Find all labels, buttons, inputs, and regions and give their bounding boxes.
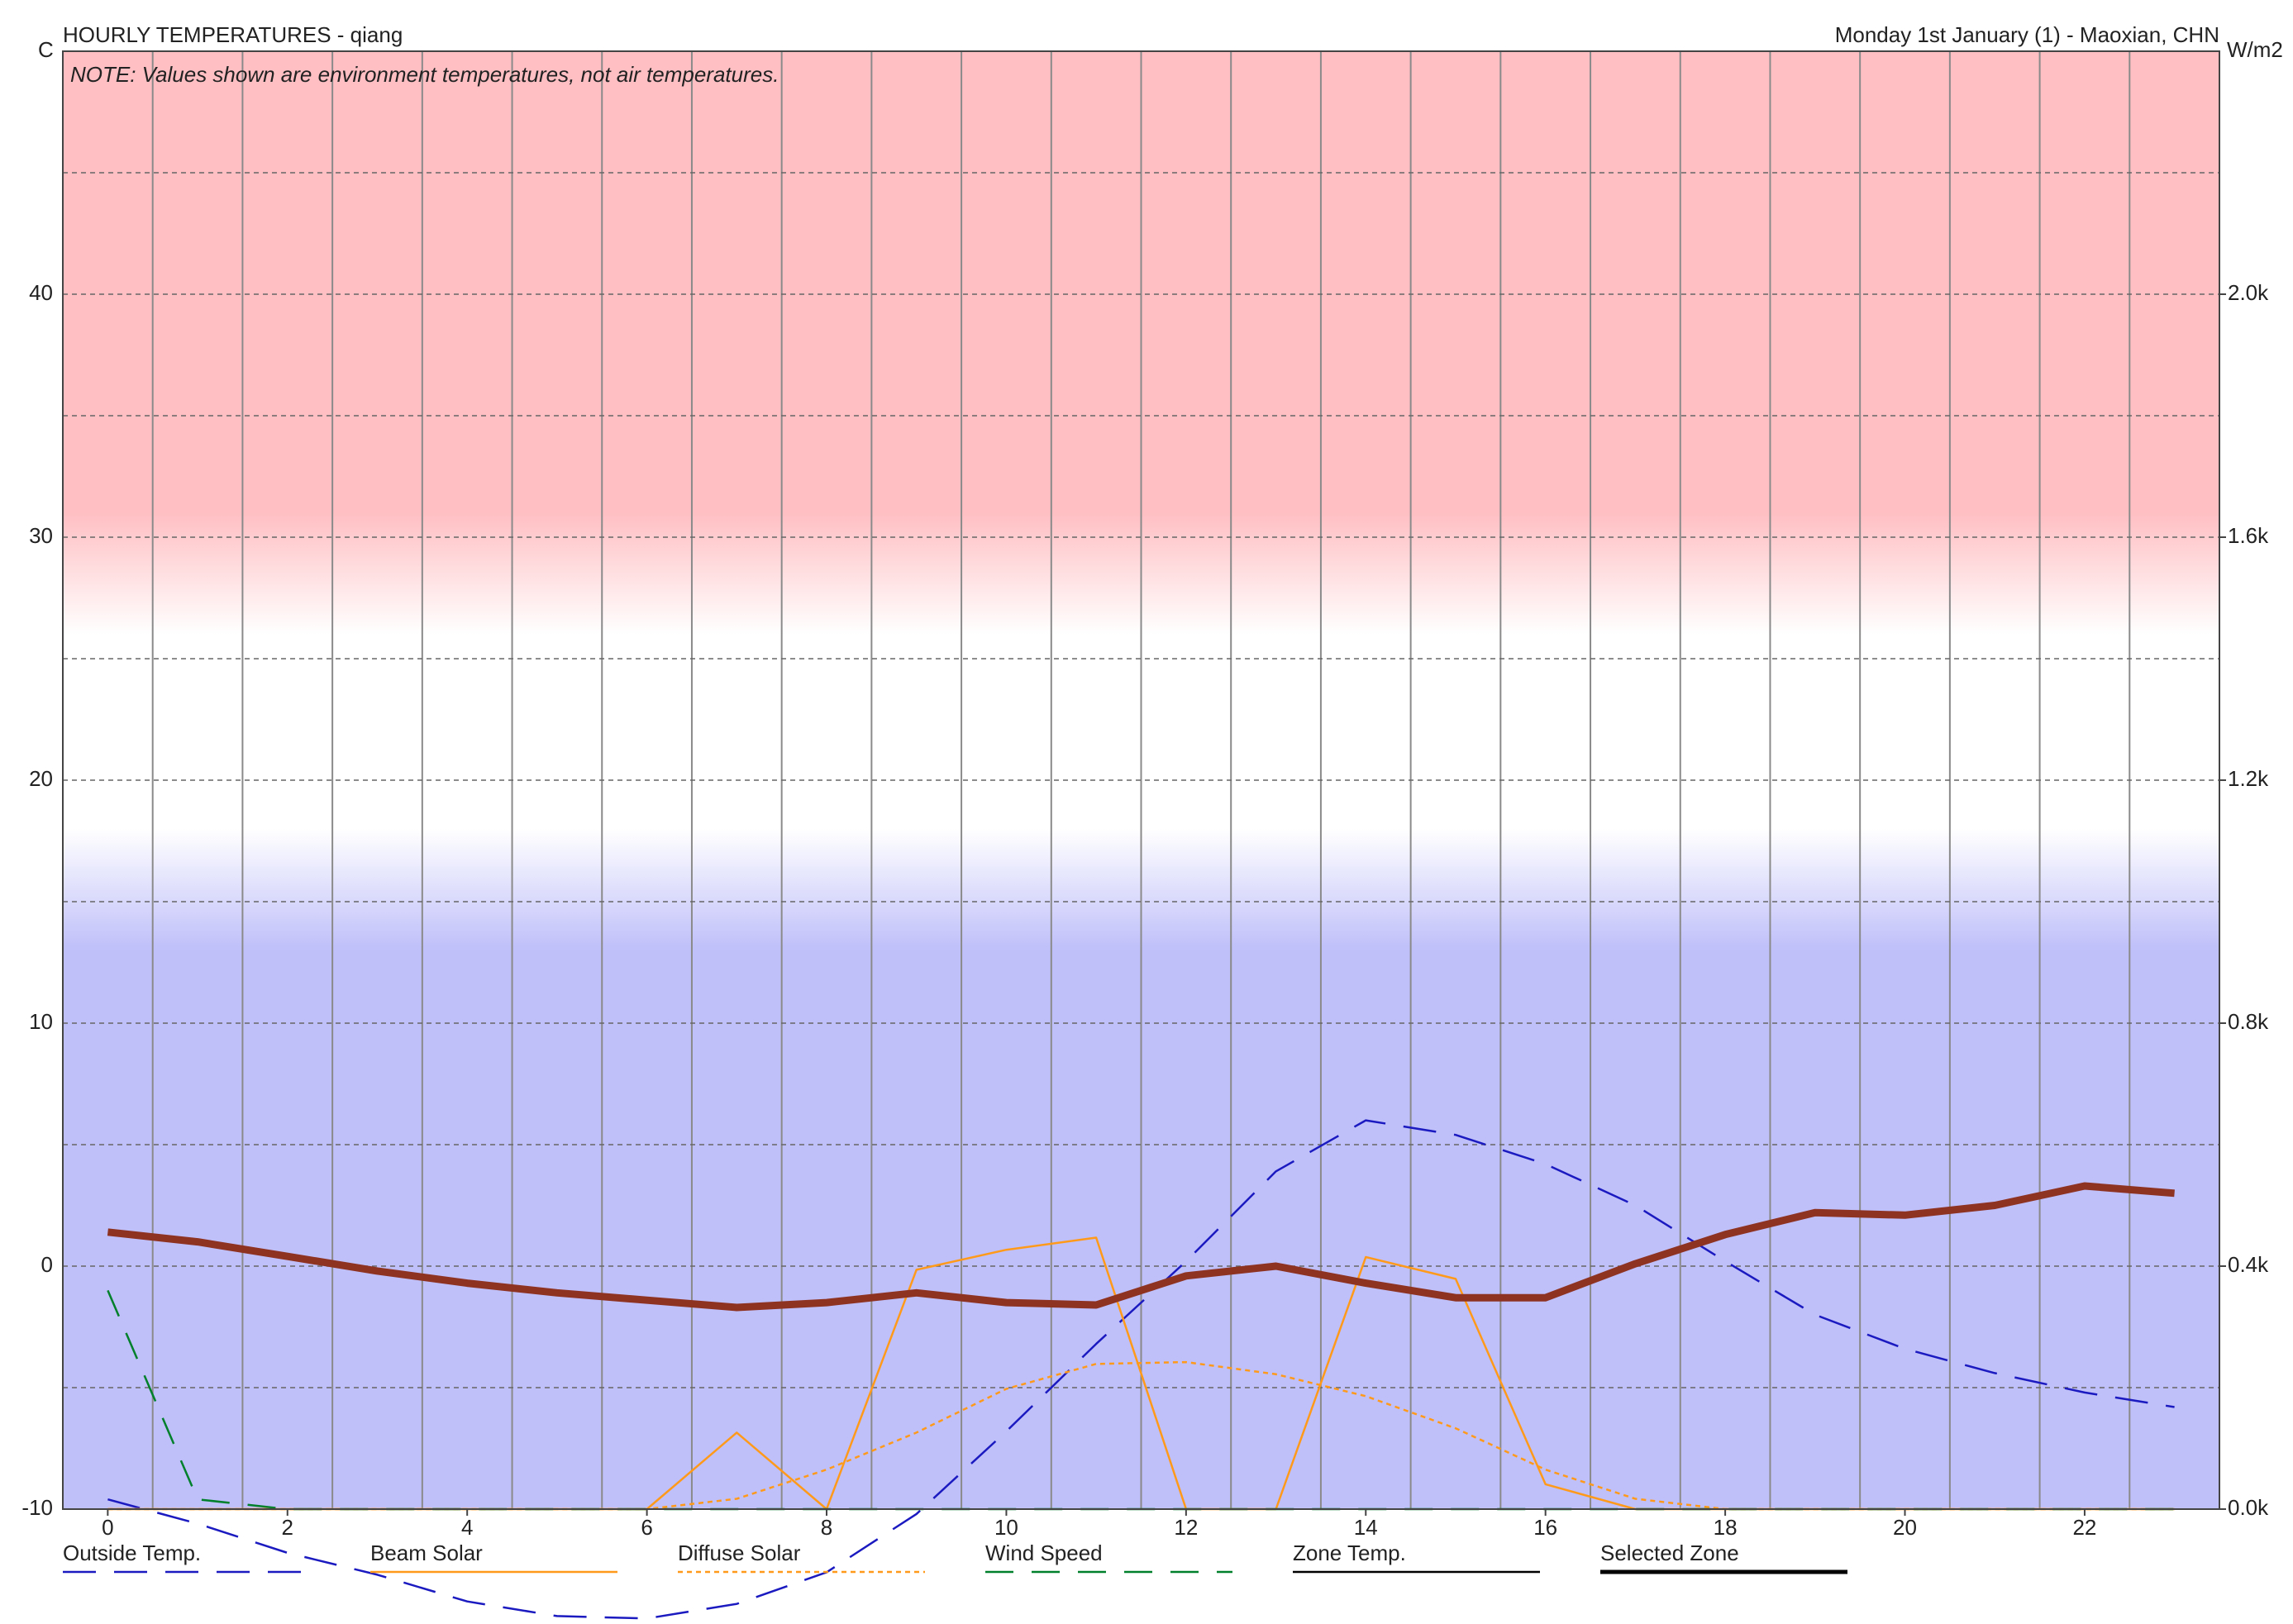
series-line [107,1182,2175,1312]
legend-label: Beam Solar [370,1541,483,1565]
x-tick-label: 0 [102,1515,113,1540]
y-tick-label: 20 [29,766,53,791]
x-tick-label: 12 [1174,1515,1198,1540]
legend-label: Zone Temp. [1293,1541,1406,1565]
legend-label: Selected Zone [1600,1541,1739,1565]
y-tick-label: 10 [29,1009,53,1034]
x-tick-label: 4 [461,1515,473,1540]
y2-tick-label: 1.6k [2228,523,2269,548]
grid [63,51,2219,1510]
x-tick-label: 10 [994,1515,1018,1540]
x-tick-label: 16 [1533,1515,1557,1540]
y2-axis-label: W/m2 [2227,37,2283,62]
y-tick-label: 0 [41,1252,53,1277]
x-tick-label: 2 [282,1515,293,1540]
y-axis-label: C [38,37,54,62]
x-tick-label: 20 [1893,1515,1917,1540]
y2-tick-label: 0.8k [2228,1009,2269,1034]
x-tick-label: 18 [1714,1515,1738,1540]
x-tick-label: 14 [1354,1515,1378,1540]
y2-tick-label: 1.2k [2228,766,2269,791]
chart-subtitle: Monday 1st January (1) - Maoxian, CHN [1835,22,2219,47]
note: NOTE: Values shown are environment tempe… [70,62,779,87]
legend-label: Outside Temp. [63,1541,201,1565]
x-tick-label: 6 [641,1515,652,1540]
y2-tick-label: 0.4k [2228,1252,2269,1277]
y-tick-label: -10 [21,1495,53,1520]
x-tick-label: 8 [821,1515,832,1540]
series-line [107,1360,2175,1511]
y-tick-label: 40 [29,280,53,305]
y2-tick-label: 2.0k [2228,280,2269,305]
y-tick-label: 30 [29,523,53,548]
y2-tick-label: 0.0k [2228,1495,2269,1520]
chart-title: HOURLY TEMPERATURES - qiang [63,22,403,47]
legend-label: Diffuse Solar [678,1541,801,1565]
legend-label: Wind Speed [985,1541,1103,1565]
x-tick-label: 22 [2072,1515,2096,1540]
series-line [107,1119,2175,1620]
